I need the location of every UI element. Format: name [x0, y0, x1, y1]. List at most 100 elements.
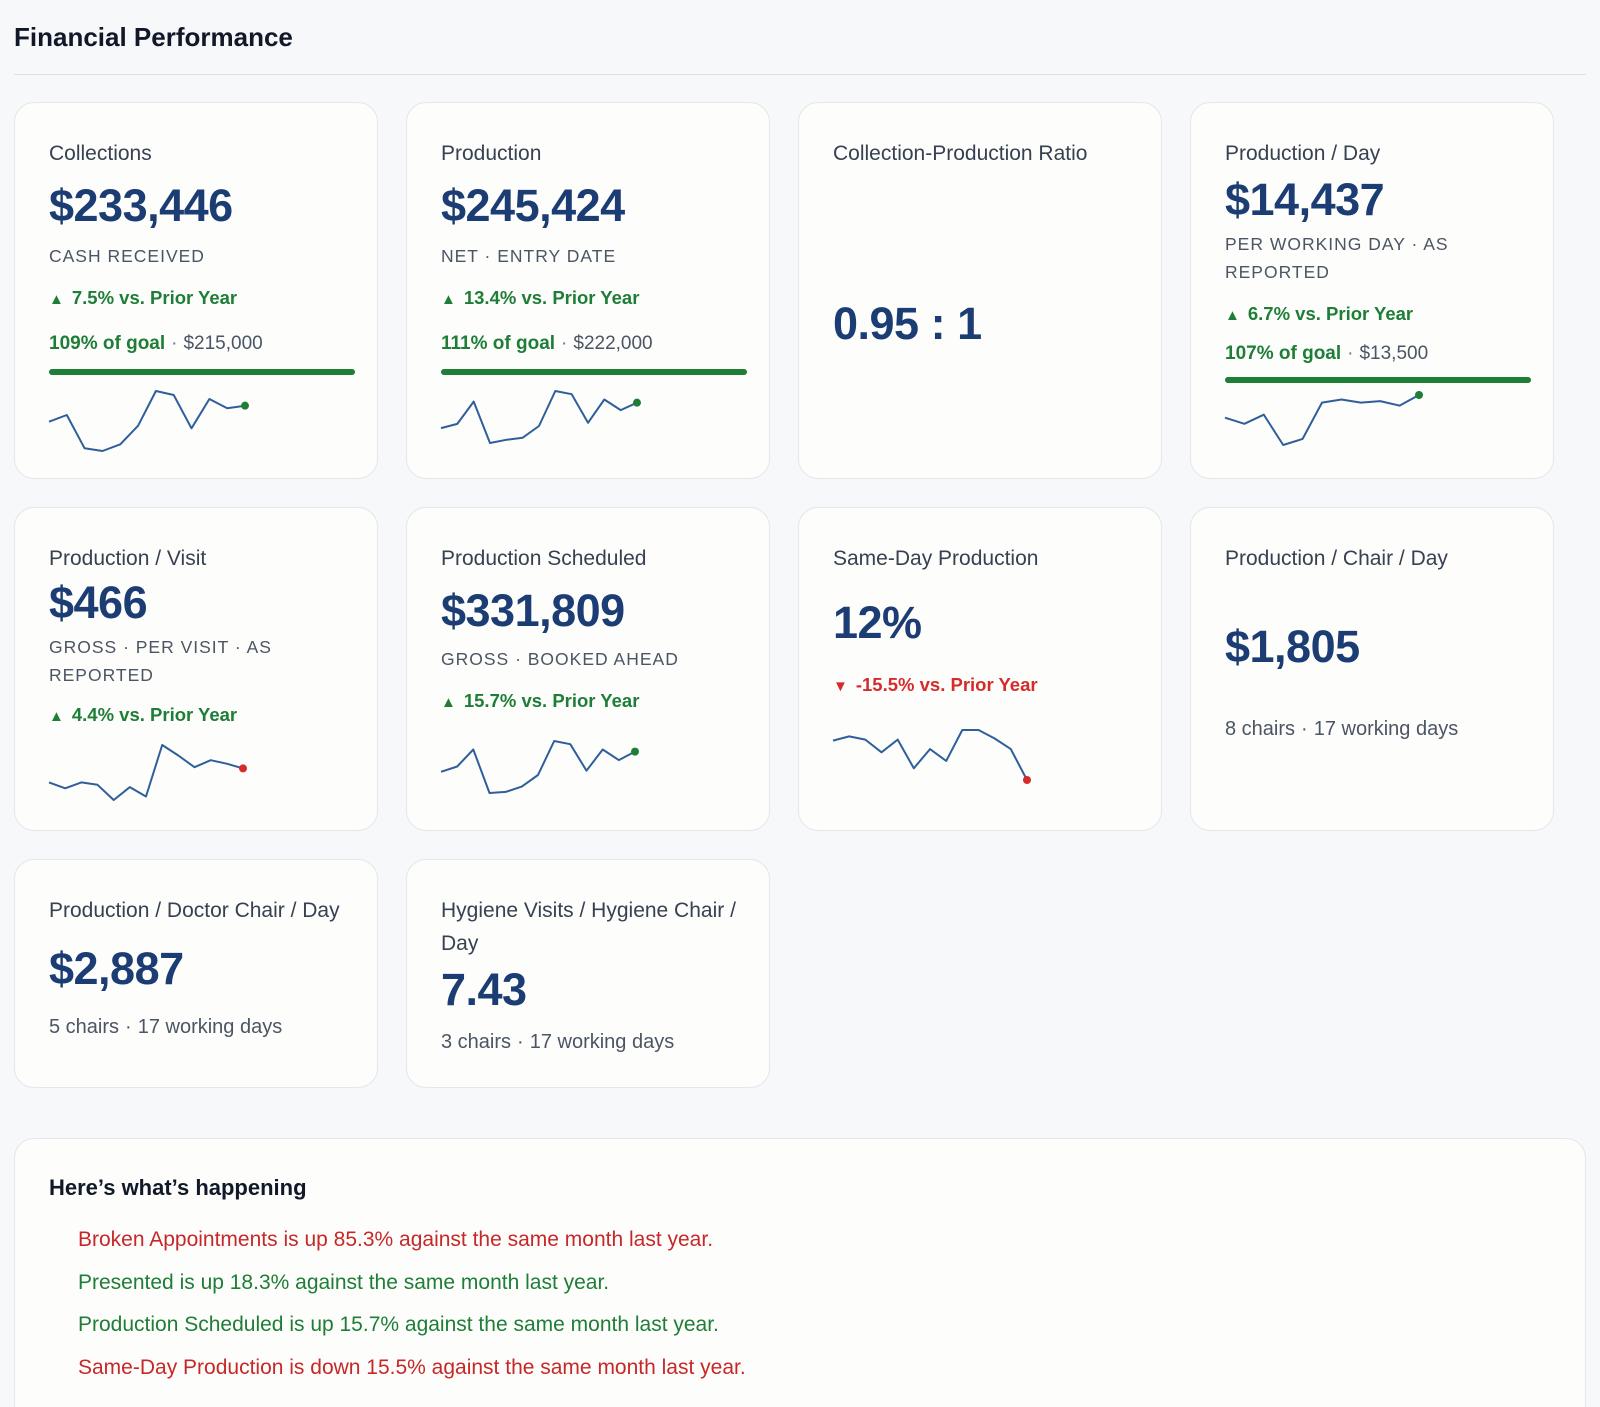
card-same-day-production[interactable]: Same-Day Production 12% ▼ -15.5% vs. Prio… — [798, 507, 1162, 831]
sparkline-path — [1224, 394, 1420, 446]
working-days: 17 working days — [1313, 718, 1459, 740]
sparkline-endpoint — [1415, 391, 1423, 399]
sparkline-chart — [832, 729, 1031, 784]
goal-progress-fill — [49, 369, 355, 375]
trend-text: 6.7% vs. Prior Year — [1247, 303, 1414, 324]
card-production[interactable]: Production $245,424 NET · ENTRY DATE ▲ 13… — [406, 102, 770, 479]
trend-up-icon: ▲ — [441, 291, 456, 308]
card-value: $1,805 — [1225, 621, 1360, 672]
trend-indicator: ▲ 7.5% vs. Prior Year — [49, 286, 343, 312]
trend-indicator: ▲ 15.7% vs. Prior Year — [441, 689, 735, 715]
card-production-per-doctor-chair-day[interactable]: Production / Doctor Chair / Day $2,887 5… — [14, 859, 378, 1088]
sparkline-path — [48, 390, 246, 452]
chair-count: 3 chairs — [441, 1031, 512, 1053]
working-days: 17 working days — [137, 1016, 283, 1038]
trend-up-icon: ▲ — [49, 708, 64, 725]
trend-down-icon: ▼ — [833, 678, 848, 695]
card-value: 12% — [833, 597, 922, 648]
card-production-scheduled[interactable]: Production Scheduled $331,809 GROSS · BO… — [406, 507, 770, 831]
card-value: 7.43 — [441, 964, 527, 1015]
goal-progress-bar — [1225, 377, 1531, 383]
goal-target: $222,000 — [573, 333, 653, 354]
card-production-per-chair-day[interactable]: Production / Chair / Day $1,805 8 chairs… — [1190, 507, 1554, 831]
card-title: Production / Chair / Day — [1225, 547, 1448, 570]
trend-indicator: ▲ 6.7% vs. Prior Year — [1225, 302, 1519, 328]
card-title: Production / Day — [1225, 142, 1381, 165]
card-title: Collection-Production Ratio — [833, 142, 1088, 165]
card-value: $2,887 — [49, 943, 184, 994]
goal-line: 111% of goal · $222,000 — [441, 333, 653, 354]
card-title: Production — [441, 142, 542, 165]
card-meta: 8 chairs · 17 working days — [1225, 718, 1459, 740]
trend-indicator: ▲ 13.4% vs. Prior Year — [441, 286, 735, 312]
trend-text: -15.5% vs. Prior Year — [855, 674, 1038, 695]
sparkline-path — [48, 744, 244, 801]
card-hygiene-visits[interactable]: Hygiene Visits / Hygiene Chair / Day 7.4… — [406, 859, 770, 1088]
sparkline-chart — [440, 390, 641, 444]
insights-list: Broken Appointments is up 85.3% against … — [49, 1219, 1551, 1389]
card-subtitle: GROSS · PER VISIT · AS REPORTED — [49, 637, 272, 685]
chair-count: 8 chairs — [1225, 718, 1296, 740]
trend-text: 13.4% vs. Prior Year — [463, 287, 640, 308]
goal-progress-fill — [441, 369, 747, 375]
sparkline-endpoint — [633, 398, 641, 407]
working-days: 17 working days — [529, 1031, 675, 1053]
page-title: Financial Performance — [14, 22, 293, 52]
title-divider — [14, 74, 1586, 75]
goal-percent: 109% of goal — [49, 333, 166, 354]
card-subtitle: CASH RECEIVED — [49, 246, 205, 266]
insights-panel: Here’s what’s happening Broken Appointme… — [14, 1138, 1586, 1407]
goal-percent: 107% of goal — [1225, 343, 1342, 364]
chair-count: 5 chairs — [49, 1016, 120, 1038]
card-collections[interactable]: Collections $233,446 CASH RECEIVED ▲ 7.5%… — [14, 102, 378, 479]
sparkline-path — [440, 740, 636, 794]
goal-percent: 111% of goal — [441, 333, 556, 354]
goal-target: $215,000 — [183, 333, 263, 354]
insight-item: Broken Appointments is up 85.3% against … — [78, 1228, 714, 1251]
insights-title: Here’s what’s happening — [49, 1175, 307, 1200]
trend-up-icon: ▲ — [1225, 307, 1240, 324]
sparkline-chart — [48, 390, 249, 452]
card-subtitle: GROSS · BOOKED AHEAD — [441, 649, 679, 669]
trend-text: 4.4% vs. Prior Year — [71, 704, 238, 725]
goal-line: 109% of goal · $215,000 — [49, 333, 263, 354]
sparkline-chart — [48, 744, 247, 801]
trend-up-icon: ▲ — [49, 291, 64, 308]
goal-target: $13,500 — [1359, 343, 1429, 364]
sparkline-endpoint — [631, 747, 639, 756]
card-subtitle: NET · ENTRY DATE — [441, 246, 617, 266]
card-value: $466 — [49, 577, 148, 628]
card-meta: 5 chairs · 17 working days — [49, 1016, 283, 1038]
card-value: $14,437 — [1225, 174, 1385, 225]
card-title: Collections — [49, 142, 152, 165]
sparkline-path — [440, 390, 638, 444]
card-value: 0.95 : 1 — [833, 298, 982, 349]
card-production-per-visit[interactable]: Production / Visit $466 GROSS · PER VISI… — [14, 507, 378, 831]
goal-progress-fill — [1225, 377, 1531, 383]
trend-up-icon: ▲ — [441, 694, 456, 711]
card-value: $245,424 — [441, 180, 625, 231]
insight-item: Same-Day Production is down 15.5% agains… — [78, 1355, 746, 1379]
trend-text: 15.7% vs. Prior Year — [463, 690, 640, 711]
goal-progress-bar — [441, 369, 747, 375]
card-value: $233,446 — [49, 180, 233, 231]
trend-text: 7.5% vs. Prior Year — [71, 287, 238, 308]
card-production-per-day[interactable]: Production / Day $14,437 PER WORKING DAY… — [1190, 102, 1554, 479]
sparkline-endpoint — [239, 764, 247, 773]
insight-item: Production Scheduled is up 15.7% against… — [78, 1313, 719, 1336]
sparkline-path — [832, 729, 1028, 781]
goal-progress-bar — [49, 369, 355, 375]
goal-line: 107% of goal · $13,500 — [1225, 343, 1429, 364]
card-collection-production-ratio[interactable]: Collection-Production Ratio 0.95 : 1 — [798, 102, 1162, 479]
sparkline-chart — [440, 740, 639, 794]
card-value: $331,809 — [441, 585, 625, 636]
card-title: Production Scheduled — [441, 547, 647, 570]
sparkline-endpoint — [1023, 776, 1031, 784]
card-title: Same-Day Production — [833, 547, 1039, 570]
trend-indicator: ▼ -15.5% vs. Prior Year — [833, 673, 1127, 699]
card-subtitle: PER WORKING DAY · AS REPORTED — [1225, 234, 1449, 282]
card-title: Production / Visit — [49, 547, 207, 570]
trend-indicator: ▲ 4.4% vs. Prior Year — [49, 703, 343, 729]
card-title: Hygiene Visits / Hygiene Chair / Day — [441, 899, 736, 955]
sparkline-chart — [1224, 391, 1423, 446]
